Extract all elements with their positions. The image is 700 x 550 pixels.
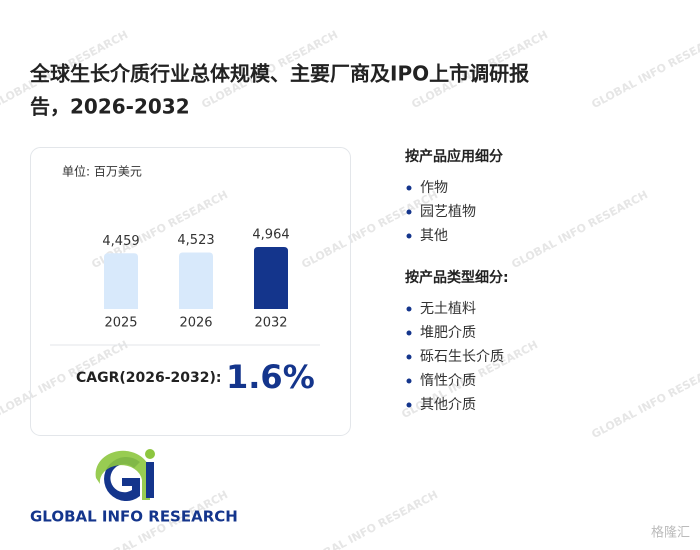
cagr-label: CAGR(2026-2032):	[76, 370, 222, 386]
logo-swoosh	[95, 450, 150, 500]
x-tick-label: 2026	[179, 316, 212, 331]
card	[30, 147, 351, 436]
bar	[179, 252, 213, 309]
segment-item: 砾石生长介质	[420, 349, 504, 365]
x-tick-label: 2025	[104, 316, 137, 331]
segment-heading: 按产品类型细分:	[405, 269, 509, 286]
title: 告，2026-2032	[30, 95, 190, 119]
value-label: 4,964	[252, 227, 289, 242]
segment-heading: 按产品应用细分	[405, 148, 503, 165]
bullet	[406, 209, 412, 215]
watermark: GLOBAL INFO RESEARCH	[589, 358, 700, 441]
bullet	[406, 306, 412, 312]
bar	[254, 246, 288, 309]
segment-item: 园艺植物	[420, 204, 476, 220]
watermark: GLOBAL INFO RESEARCH	[589, 28, 700, 111]
bullet	[406, 330, 412, 336]
segment-item: 作物	[420, 180, 448, 196]
unit: 单位: 百万美元	[62, 164, 142, 179]
logo-text: GLOBAL INFO RESEARCH	[30, 508, 238, 526]
cagr-value: 1.6%	[226, 358, 315, 396]
logo-i	[146, 462, 154, 498]
logo: GLOBAL INFO RESEARCH	[30, 449, 238, 526]
watermark: GLOBAL INFO RESEARCH	[299, 488, 440, 550]
bullet	[406, 402, 412, 408]
logo-dot	[145, 449, 155, 459]
corner-watermark: 格隆汇	[651, 525, 690, 541]
bullet	[406, 185, 412, 191]
watermark: GLOBAL INFO RESEARCH	[299, 188, 440, 271]
bullet	[406, 233, 412, 239]
watermark: GLOBAL INFO RESEARCH	[509, 188, 650, 271]
segment-item: 其他介质	[420, 397, 476, 413]
segment-item: 其他	[420, 228, 448, 244]
bullet	[406, 378, 412, 384]
x-tick-label: 2032	[254, 316, 287, 331]
segment-item: 惰性介质	[420, 373, 476, 389]
bullet	[406, 354, 412, 360]
value-label: 4,459	[102, 234, 139, 249]
segment-item: 堆肥介质	[420, 325, 476, 341]
bar	[104, 253, 138, 309]
logo-g	[104, 457, 140, 501]
segment-item: 无土植料	[420, 301, 476, 317]
title: 全球生长介质行业总体规模、主要厂商及IPO上市调研报	[29, 62, 529, 86]
value-label: 4,523	[177, 233, 214, 248]
